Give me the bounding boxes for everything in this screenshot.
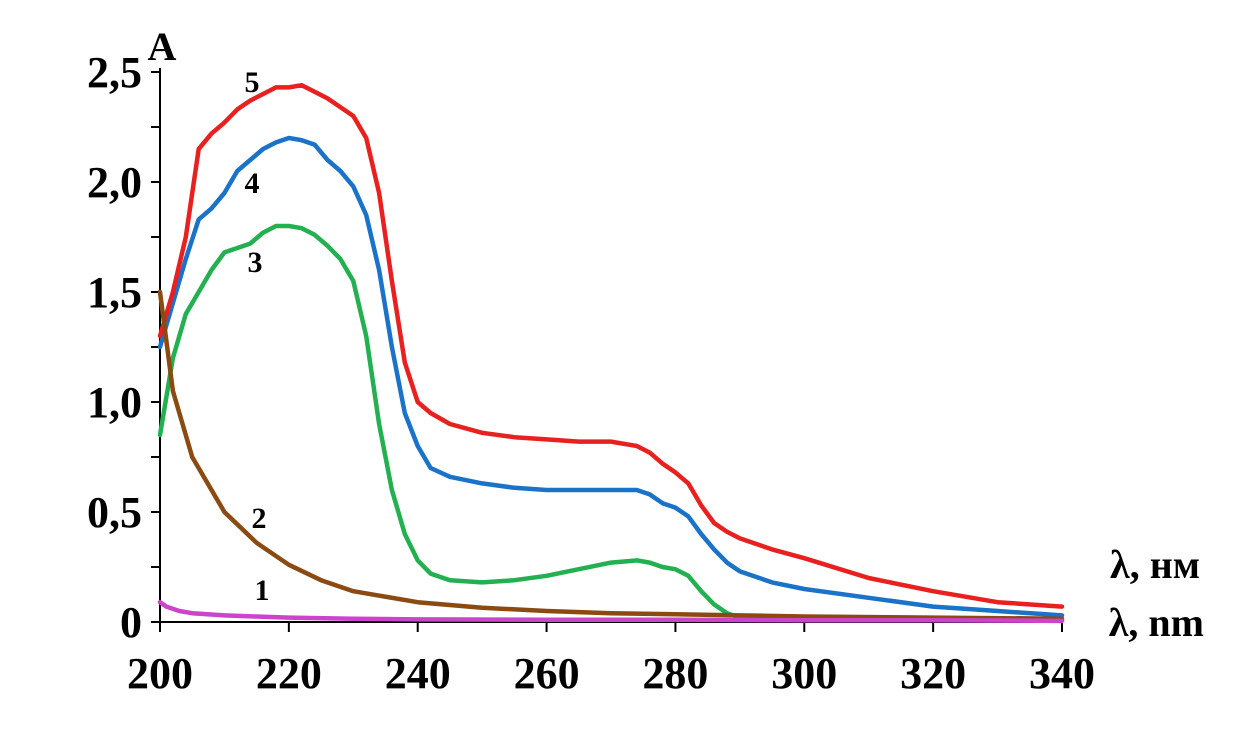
axes xyxy=(159,68,1062,623)
x-axis-ticks: 200 220 240 260 280 300 320 340 xyxy=(127,622,1095,698)
x-tick-label: 260 xyxy=(514,649,580,698)
x-axis-title-ru: λ, нм xyxy=(1110,542,1200,587)
x-tick-label: 200 xyxy=(127,649,193,698)
x-tick-label: 240 xyxy=(385,649,451,698)
y-tick-label: 1,5 xyxy=(87,268,142,317)
series-line-5 xyxy=(157,82,1065,609)
y-tick-label: 1,0 xyxy=(87,378,142,427)
y-tick-label: 0,5 xyxy=(87,488,142,537)
x-tick-label: 280 xyxy=(642,649,708,698)
series-lines xyxy=(157,82,1065,624)
series-line-2 xyxy=(157,289,1065,621)
y-tick-label: 0 xyxy=(120,598,142,647)
x-tick-label: 320 xyxy=(900,649,966,698)
series-label-4: 4 xyxy=(245,167,260,200)
y-tick-label: 2,0 xyxy=(87,158,142,207)
series-label-2: 2 xyxy=(252,502,267,535)
x-tick-label: 340 xyxy=(1029,649,1095,698)
series-label-5: 5 xyxy=(245,66,260,99)
y-axis-ticks: 0 0,5 1,0 1,5 2,0 2,5 xyxy=(87,48,160,647)
x-tick-label: 300 xyxy=(771,649,837,698)
series-label-1: 1 xyxy=(255,574,270,607)
series-line-3 xyxy=(157,223,1065,623)
series-label-3: 3 xyxy=(248,246,263,279)
series-line-1 xyxy=(157,599,1065,624)
series-line-4 xyxy=(157,135,1065,618)
y-tick-label: 2,5 xyxy=(87,48,142,97)
x-axis-title-en: λ, nm xyxy=(1109,600,1204,645)
x-tick-label: 220 xyxy=(256,649,322,698)
y-axis-title: A xyxy=(148,24,177,69)
series-labels: 1 2 3 4 5 xyxy=(245,66,270,607)
